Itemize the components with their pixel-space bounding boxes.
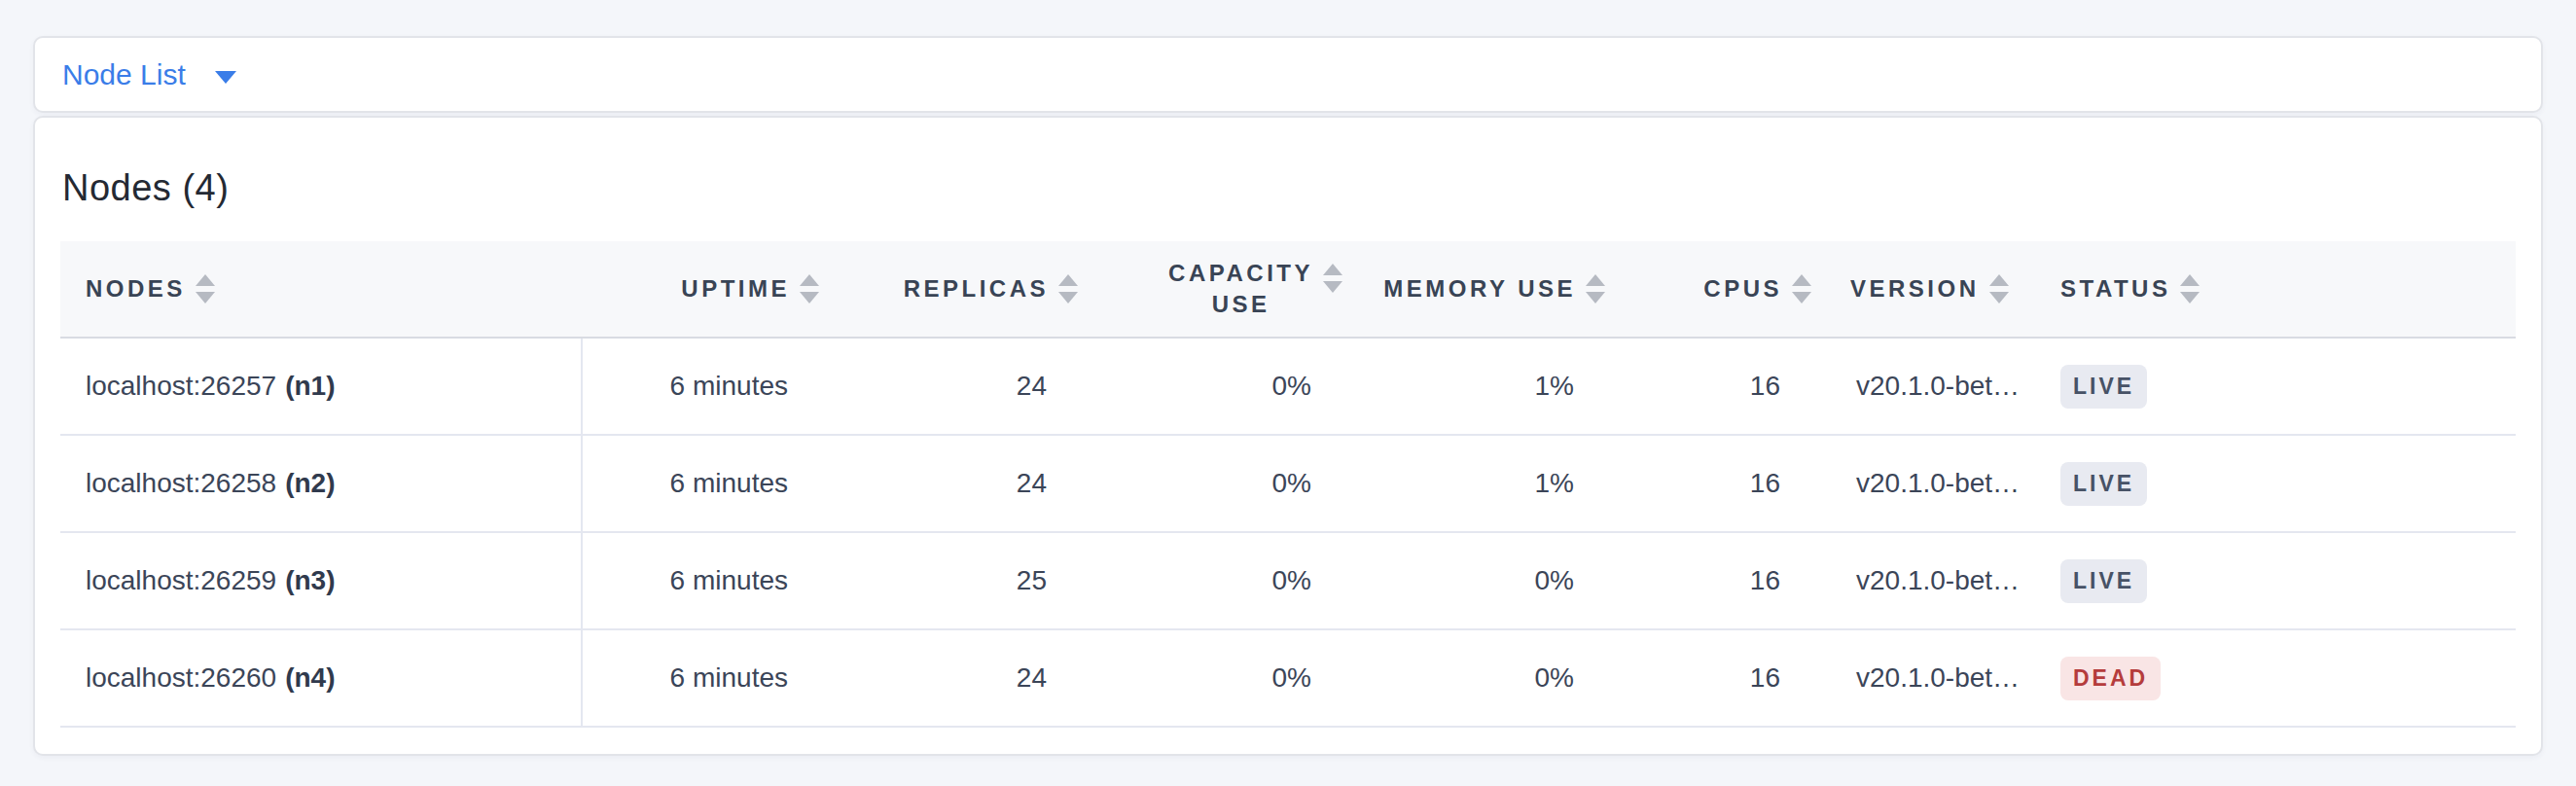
table-row[interactable]: localhost:26259(n3) 6 minutes 25 0% 0% 1… bbox=[60, 532, 2516, 629]
chevron-down-icon bbox=[215, 71, 236, 84]
table-row[interactable]: localhost:26260(n4) 6 minutes 24 0% 0% 1… bbox=[60, 629, 2516, 727]
node-list-dropdown[interactable]: Node List bbox=[62, 58, 236, 91]
column-header-memory-use[interactable]: MEMORY USE bbox=[1352, 241, 1615, 338]
replicas-cell: 24 bbox=[829, 629, 1088, 727]
cpus-cell: 16 bbox=[1615, 629, 1821, 727]
sort-icon bbox=[1989, 274, 2009, 304]
status-cell: LIVE bbox=[2045, 435, 2516, 532]
node-cell: localhost:26260(n4) bbox=[60, 629, 582, 727]
page-title: Nodes (4) bbox=[60, 118, 2516, 209]
replicas-cell: 24 bbox=[829, 435, 1088, 532]
column-header-status[interactable]: STATUS bbox=[2045, 241, 2516, 338]
sort-icon bbox=[1586, 274, 1605, 304]
cpus-cell: 16 bbox=[1615, 532, 1821, 629]
nodes-table: NODES UPTIME REPLICAS CAPACITYUSE MEMORY… bbox=[60, 241, 2516, 728]
table-row[interactable]: localhost:26257(n1) 6 minutes 24 0% 1% 1… bbox=[60, 338, 2516, 435]
status-badge: LIVE bbox=[2060, 365, 2147, 409]
memory-cell: 0% bbox=[1352, 532, 1615, 629]
nodes-card: Nodes (4) NODES UPTIME REPLICAS CAPACITY… bbox=[33, 116, 2543, 756]
column-header-cpus[interactable]: CPUS bbox=[1615, 241, 1821, 338]
sort-icon bbox=[196, 274, 215, 304]
uptime-cell: 6 minutes bbox=[582, 435, 829, 532]
view-dropdown-bar: Node List bbox=[33, 36, 2543, 113]
status-badge: LIVE bbox=[2060, 462, 2147, 506]
sort-icon bbox=[1792, 274, 1811, 304]
status-badge: LIVE bbox=[2060, 559, 2147, 603]
memory-cell: 1% bbox=[1352, 435, 1615, 532]
version-cell: v20.1.0-bet… bbox=[1821, 435, 2045, 532]
capacity-cell: 0% bbox=[1088, 338, 1352, 435]
sort-icon bbox=[1058, 274, 1078, 304]
status-cell: LIVE bbox=[2045, 338, 2516, 435]
capacity-cell: 0% bbox=[1088, 532, 1352, 629]
node-cell: localhost:26259(n3) bbox=[60, 532, 582, 629]
node-list-dropdown-label: Node List bbox=[62, 58, 186, 91]
column-header-nodes[interactable]: NODES bbox=[60, 241, 582, 338]
version-cell: v20.1.0-bet… bbox=[1821, 629, 2045, 727]
table-header-row: NODES UPTIME REPLICAS CAPACITYUSE MEMORY… bbox=[60, 241, 2516, 338]
capacity-cell: 0% bbox=[1088, 435, 1352, 532]
node-cell: localhost:26258(n2) bbox=[60, 435, 582, 532]
cpus-cell: 16 bbox=[1615, 338, 1821, 435]
uptime-cell: 6 minutes bbox=[582, 532, 829, 629]
memory-cell: 0% bbox=[1352, 629, 1615, 727]
uptime-cell: 6 minutes bbox=[582, 629, 829, 727]
cpus-cell: 16 bbox=[1615, 435, 1821, 532]
replicas-cell: 25 bbox=[829, 532, 1088, 629]
column-header-uptime[interactable]: UPTIME bbox=[582, 241, 829, 338]
column-header-version[interactable]: VERSION bbox=[1821, 241, 2045, 338]
node-cell: localhost:26257(n1) bbox=[60, 338, 582, 435]
capacity-cell: 0% bbox=[1088, 629, 1352, 727]
table-row[interactable]: localhost:26258(n2) 6 minutes 24 0% 1% 1… bbox=[60, 435, 2516, 532]
version-cell: v20.1.0-bet… bbox=[1821, 532, 2045, 629]
replicas-cell: 24 bbox=[829, 338, 1088, 435]
status-badge: DEAD bbox=[2060, 657, 2161, 700]
memory-cell: 1% bbox=[1352, 338, 1615, 435]
status-cell: DEAD bbox=[2045, 629, 2516, 727]
column-header-capacity-use[interactable]: CAPACITYUSE bbox=[1088, 241, 1352, 338]
column-header-replicas[interactable]: REPLICAS bbox=[829, 241, 1088, 338]
version-cell: v20.1.0-bet… bbox=[1821, 338, 2045, 435]
sort-icon bbox=[1323, 264, 1342, 293]
uptime-cell: 6 minutes bbox=[582, 338, 829, 435]
status-cell: LIVE bbox=[2045, 532, 2516, 629]
sort-icon bbox=[2180, 274, 2200, 304]
sort-icon bbox=[800, 274, 819, 304]
